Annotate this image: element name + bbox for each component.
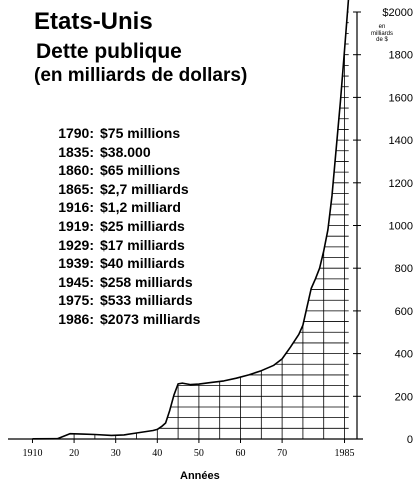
milestone-year: 1860: [58,162,94,179]
milestone-value: $2,7 milliards [100,180,189,197]
debt-milestone: 1945: $258 milliards [46,273,200,292]
milestone-year: 1790: [58,125,94,141]
milestone-year: 1916: [58,199,94,216]
milestone-value: $65 millions [100,162,181,179]
milestone-value: $1,2 milliard [100,199,181,216]
x-tick-label: 30 [111,448,121,459]
y-tick-label: 1600 [389,92,413,104]
debt-milestones-list: 1790: $75 millions 1835: $38.000 1860: $65 mi… [46,124,200,329]
x-tick-label: 1910 [22,448,42,459]
y-tick-label: 400 [395,349,413,361]
debt-milestone: 1975: $533 milliards [46,291,200,310]
y-tick-label: 1000 [389,221,413,233]
x-tick-label: 50 [194,448,204,459]
x-tick-label: 70 [277,448,287,459]
debt-milestone: 1865: $2,7 milliards [46,180,200,199]
y-unit-note: en milliards de $ [366,24,398,44]
x-tick-label: 20 [69,448,79,459]
milestone-value: $38.000 [100,143,151,160]
y-unit-note-line: de $ [376,37,388,43]
milestone-value: $17 milliards [100,236,185,253]
milestone-value: $2073 milliards [100,310,201,327]
y-tick-label: 1200 [389,178,413,190]
milestone-year: 1929: [58,236,94,253]
chart-title-line-1: Etats-Unis [34,8,153,35]
milestone-value: $40 milliards [100,255,185,272]
debt-series-line [32,0,350,440]
y-tick-label: 200 [395,391,413,403]
chart-title-line-3: (en milliards de dollars) [34,65,248,86]
debt-milestone: 1860: $65 millions [46,161,200,180]
debt-milestone: 1835: $38.000 [46,143,200,162]
debt-milestone: 1919: $25 milliards [46,217,200,236]
y-unit-note-line: milliards [370,30,393,37]
y-tick-label: 1400 [389,135,413,147]
y-tick-label: 0 [407,434,413,446]
milestone-year: 1835: [58,143,94,160]
milestone-value: $25 milliards [100,217,185,234]
milestone-year: 1939: [58,255,94,272]
debt-milestone: 1916: $1,2 milliard [46,198,200,217]
y-tick-label: 600 [395,306,413,318]
milestone-year: 1919: [58,217,94,234]
y-tick-label: $2000 [382,7,413,19]
y-tick-label: 800 [395,263,413,275]
milestone-year: 1865: [58,180,94,197]
milestone-value: $75 millions [100,125,181,141]
milestone-value: $258 milliards [100,273,193,290]
x-tick-label: 40 [152,448,162,459]
y-unit-note-line: en [378,24,386,30]
milestone-year: 1945: [58,273,94,290]
chart-title-line-2: Dette publique [36,40,182,63]
milestone-value: $533 milliards [100,292,193,309]
x-tick-label: 60 [236,448,246,459]
milestone-year: 1986: [58,310,94,327]
debt-milestone: 1939: $40 milliards [46,254,200,273]
debt-milestone: 1790: $75 millions [46,124,200,143]
y-tick-label: 1800 [389,50,413,62]
debt-milestone: 1929: $17 milliards [46,236,200,255]
debt-milestone: 1986: $2073 milliards [46,310,200,329]
x-axis-label: Années [180,470,220,482]
milestone-year: 1975: [58,292,94,309]
x-tick-label: 1985 [335,448,355,459]
